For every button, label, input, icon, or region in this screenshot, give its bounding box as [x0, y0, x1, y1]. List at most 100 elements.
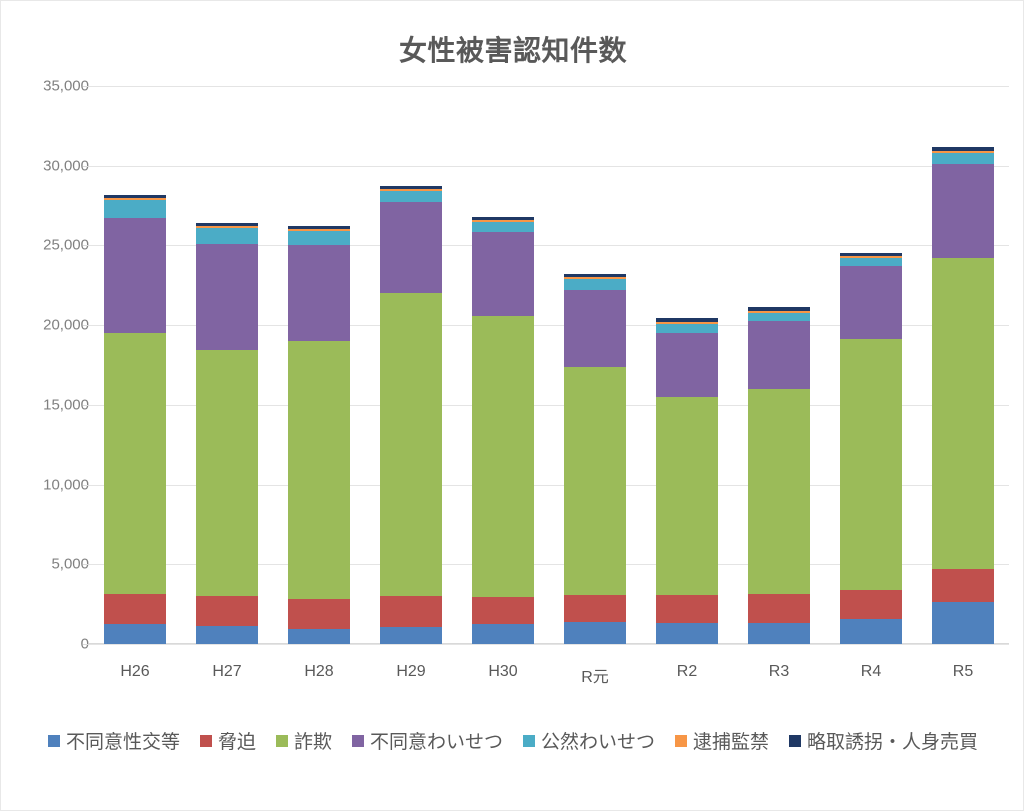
- bar-group[interactable]: [641, 86, 733, 644]
- bar-segment[interactable]: [656, 623, 718, 644]
- bar-segment[interactable]: [840, 257, 902, 267]
- bar-group[interactable]: [457, 86, 549, 644]
- bar-segment[interactable]: [380, 202, 442, 294]
- bar-group[interactable]: [825, 86, 917, 644]
- legend-item[interactable]: 不同意わいせつ: [351, 727, 503, 754]
- bar-segment[interactable]: [196, 596, 258, 626]
- bar-segment[interactable]: [840, 338, 902, 590]
- bar-segment[interactable]: [748, 312, 810, 322]
- legend-item[interactable]: 逮捕監禁: [675, 727, 769, 754]
- bar-segment[interactable]: [748, 388, 810, 595]
- bar-segment[interactable]: [196, 350, 258, 597]
- stacked-bar[interactable]: [196, 222, 258, 644]
- legend-item[interactable]: 詐欺: [275, 727, 332, 754]
- bar-segment[interactable]: [380, 595, 442, 628]
- bar-segment[interactable]: [288, 228, 350, 231]
- gridline: [89, 325, 1009, 327]
- bar-group[interactable]: [917, 86, 1009, 644]
- legend-item[interactable]: 脅迫: [199, 727, 256, 754]
- bar-segment[interactable]: [932, 258, 994, 570]
- bar-segment[interactable]: [104, 200, 166, 219]
- bar-group[interactable]: [733, 86, 825, 644]
- bar-segment[interactable]: [932, 152, 994, 165]
- bar-segment[interactable]: [932, 569, 994, 603]
- bar-segment[interactable]: [104, 624, 166, 644]
- bar-segment[interactable]: [656, 396, 718, 595]
- bar-segment[interactable]: [564, 622, 626, 644]
- legend-item[interactable]: 公然わいせつ: [523, 727, 655, 754]
- bar-segment[interactable]: [840, 256, 902, 258]
- bar-segment[interactable]: [932, 150, 994, 153]
- bar-segment[interactable]: [656, 318, 718, 323]
- bar-segment[interactable]: [840, 266, 902, 339]
- bar-segment[interactable]: [196, 222, 258, 226]
- bar-segment[interactable]: [840, 618, 902, 644]
- stacked-bar[interactable]: [932, 146, 994, 644]
- bar-segment[interactable]: [196, 244, 258, 351]
- bar-segment[interactable]: [656, 594, 718, 624]
- bar-segment[interactable]: [932, 602, 994, 644]
- bar-segment[interactable]: [104, 593, 166, 625]
- stacked-bar[interactable]: [748, 307, 810, 644]
- bar-segment[interactable]: [564, 366, 626, 595]
- bar-segment[interactable]: [656, 324, 718, 334]
- bar-segment[interactable]: [380, 293, 442, 596]
- legend-item[interactable]: 不同意性交等: [47, 727, 180, 754]
- bar-segment[interactable]: [472, 216, 534, 220]
- bar-segment[interactable]: [840, 252, 902, 256]
- bar-group[interactable]: [181, 86, 273, 644]
- bar-group[interactable]: [549, 86, 641, 644]
- legend-item[interactable]: 略取誘拐・人身売買: [789, 727, 978, 754]
- stacked-bar[interactable]: [840, 252, 902, 644]
- bar-segment[interactable]: [656, 322, 718, 325]
- bar-segment[interactable]: [380, 190, 442, 203]
- bar-segment[interactable]: [472, 596, 534, 624]
- bar-group[interactable]: [89, 86, 181, 644]
- bar-segment[interactable]: [104, 197, 166, 201]
- bar-segment[interactable]: [288, 629, 350, 644]
- bar-segment[interactable]: [472, 219, 534, 222]
- bar-segment[interactable]: [104, 333, 166, 594]
- bar-segment[interactable]: [932, 146, 994, 151]
- bar-segment[interactable]: [472, 315, 534, 597]
- bar-segment[interactable]: [656, 333, 718, 397]
- stacked-bar[interactable]: [380, 186, 442, 644]
- stacked-bar[interactable]: [288, 226, 350, 644]
- y-axis-tick-mark: [83, 165, 89, 167]
- bar-segment[interactable]: [932, 164, 994, 259]
- bar-segment[interactable]: [288, 341, 350, 599]
- stacked-bar[interactable]: [104, 194, 166, 644]
- bar-segment[interactable]: [288, 226, 350, 229]
- bar-segment[interactable]: [748, 307, 810, 311]
- bar-segment[interactable]: [380, 186, 442, 189]
- bar-segment[interactable]: [288, 598, 350, 630]
- bar-segment[interactable]: [472, 232, 534, 316]
- bar-segment[interactable]: [840, 589, 902, 619]
- bar-segment[interactable]: [748, 594, 810, 623]
- bar-group[interactable]: [365, 86, 457, 644]
- stacked-bar[interactable]: [472, 216, 534, 644]
- bar-segment[interactable]: [748, 321, 810, 389]
- bar-segment[interactable]: [564, 277, 626, 280]
- bar-segment[interactable]: [380, 627, 442, 644]
- bar-segment[interactable]: [288, 245, 350, 342]
- bar-segment[interactable]: [748, 310, 810, 313]
- bar-segment[interactable]: [748, 622, 810, 644]
- bar-segment[interactable]: [564, 290, 626, 367]
- bar-segment[interactable]: [288, 230, 350, 246]
- bar-segment[interactable]: [104, 194, 166, 198]
- legend-label: 不同意性交等: [65, 732, 180, 753]
- stacked-bar[interactable]: [564, 274, 626, 644]
- stacked-bar[interactable]: [656, 318, 718, 644]
- bar-group[interactable]: [273, 86, 365, 644]
- bar-segment[interactable]: [564, 594, 626, 623]
- bar-segment[interactable]: [564, 274, 626, 278]
- bar-segment[interactable]: [196, 625, 258, 644]
- bar-segment[interactable]: [564, 279, 626, 291]
- bar-segment[interactable]: [472, 221, 534, 233]
- bar-segment[interactable]: [380, 188, 442, 191]
- bar-segment[interactable]: [104, 218, 166, 334]
- bar-segment[interactable]: [472, 623, 534, 644]
- bar-segment[interactable]: [196, 228, 258, 245]
- bar-segment[interactable]: [196, 225, 258, 229]
